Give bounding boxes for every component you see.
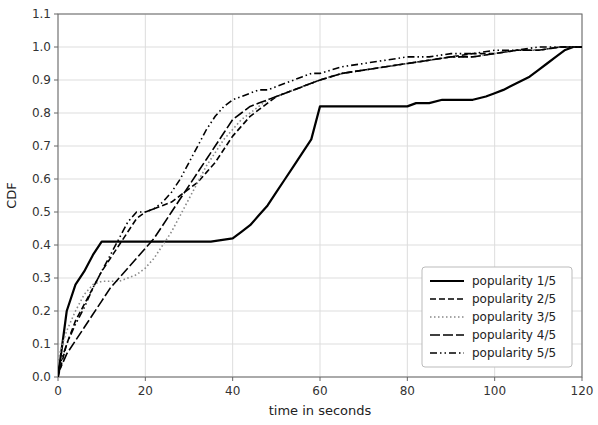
series-line — [58, 47, 582, 361]
legend-swatch — [430, 280, 464, 282]
legend-box — [422, 267, 572, 367]
series-line — [58, 47, 582, 370]
legend-swatch — [430, 334, 464, 336]
legend-label: popularity 3/5 — [472, 310, 556, 324]
series-line — [58, 47, 582, 377]
chart-container: 0 20 40 60 80 100 120 0.0 0.1 0.2 0.3 0.4 0.5 0.6 0.7 0… — [0, 0, 598, 425]
y-tick-label: 0.1 — [32, 337, 51, 351]
series-line — [58, 47, 582, 374]
legend-swatch — [430, 352, 464, 354]
y-tick — [54, 113, 58, 114]
series-line — [58, 47, 582, 377]
x-tick — [232, 377, 233, 381]
legend-label: popularity 1/5 — [472, 274, 556, 288]
legend: popularity 1/5 popularity 2/5 popularity 3… — [422, 267, 572, 367]
grid-line-y — [58, 146, 582, 147]
y-tick-label: 1.0 — [32, 40, 51, 54]
y-tick — [54, 212, 58, 213]
y-tick — [54, 278, 58, 279]
y-tick — [54, 146, 58, 147]
y-tick-label: 0.2 — [32, 304, 51, 318]
legend-swatch — [430, 316, 464, 318]
y-tick-label: 0.8 — [32, 106, 51, 120]
x-tick — [494, 377, 495, 381]
x-tick-label: 40 — [225, 384, 240, 398]
legend-label: popularity 4/5 — [472, 328, 556, 342]
y-tick — [54, 179, 58, 180]
x-tick-label: 100 — [483, 384, 506, 398]
chart-svg: 0 20 40 60 80 100 120 0.0 0.1 0.2 0.3 0.4 0.5 0.6 0.7 0… — [0, 0, 598, 425]
y-tick — [54, 245, 58, 246]
x-tick-label: 60 — [312, 384, 327, 398]
x-tick-label: 80 — [400, 384, 415, 398]
axes: 0 20 40 60 80 100 120 0.0 0.1 0.2 0.3 0.4 0.5 0.6 0.7 0… — [32, 7, 594, 398]
y-tick-label: 0.6 — [32, 172, 51, 186]
x-tick-label: 20 — [138, 384, 153, 398]
y-tick — [54, 311, 58, 312]
grid-line-y — [58, 245, 582, 246]
y-tick — [54, 344, 58, 345]
y-tick-label: 0.9 — [32, 73, 51, 87]
y-tick — [54, 14, 58, 15]
x-tick — [145, 377, 146, 381]
grid-line-x — [232, 14, 233, 377]
grid — [58, 14, 582, 377]
x-tick — [58, 377, 59, 381]
y-axis-label: CDF — [4, 182, 19, 209]
legend-label: popularity 2/5 — [472, 292, 556, 306]
y-tick-label: 0.7 — [32, 139, 51, 153]
y-tick — [54, 47, 58, 48]
grid-line-y — [58, 179, 582, 180]
x-tick-label: 120 — [571, 384, 594, 398]
x-axis-label: time in seconds — [269, 403, 372, 418]
grid-line-x — [407, 14, 408, 377]
y-tick — [54, 80, 58, 81]
x-tick — [407, 377, 408, 381]
y-tick-label: 0.5 — [32, 205, 51, 219]
grid-line-x — [320, 14, 321, 377]
plot-area — [58, 47, 582, 377]
legend-label: popularity 5/5 — [472, 346, 556, 360]
y-tick — [54, 377, 58, 378]
y-tick-label: 0.0 — [32, 370, 51, 384]
grid-line-x — [145, 14, 146, 377]
y-tick-label: 0.3 — [32, 271, 51, 285]
x-tick — [582, 377, 583, 381]
y-tick-label: 0.4 — [32, 238, 51, 252]
grid-line-y — [58, 113, 582, 114]
x-tick-label: 0 — [54, 384, 62, 398]
grid-line-y — [58, 47, 582, 48]
plot-frame — [58, 14, 582, 377]
y-tick-label: 1.1 — [32, 7, 51, 21]
legend-swatch — [430, 298, 464, 300]
x-tick — [320, 377, 321, 381]
